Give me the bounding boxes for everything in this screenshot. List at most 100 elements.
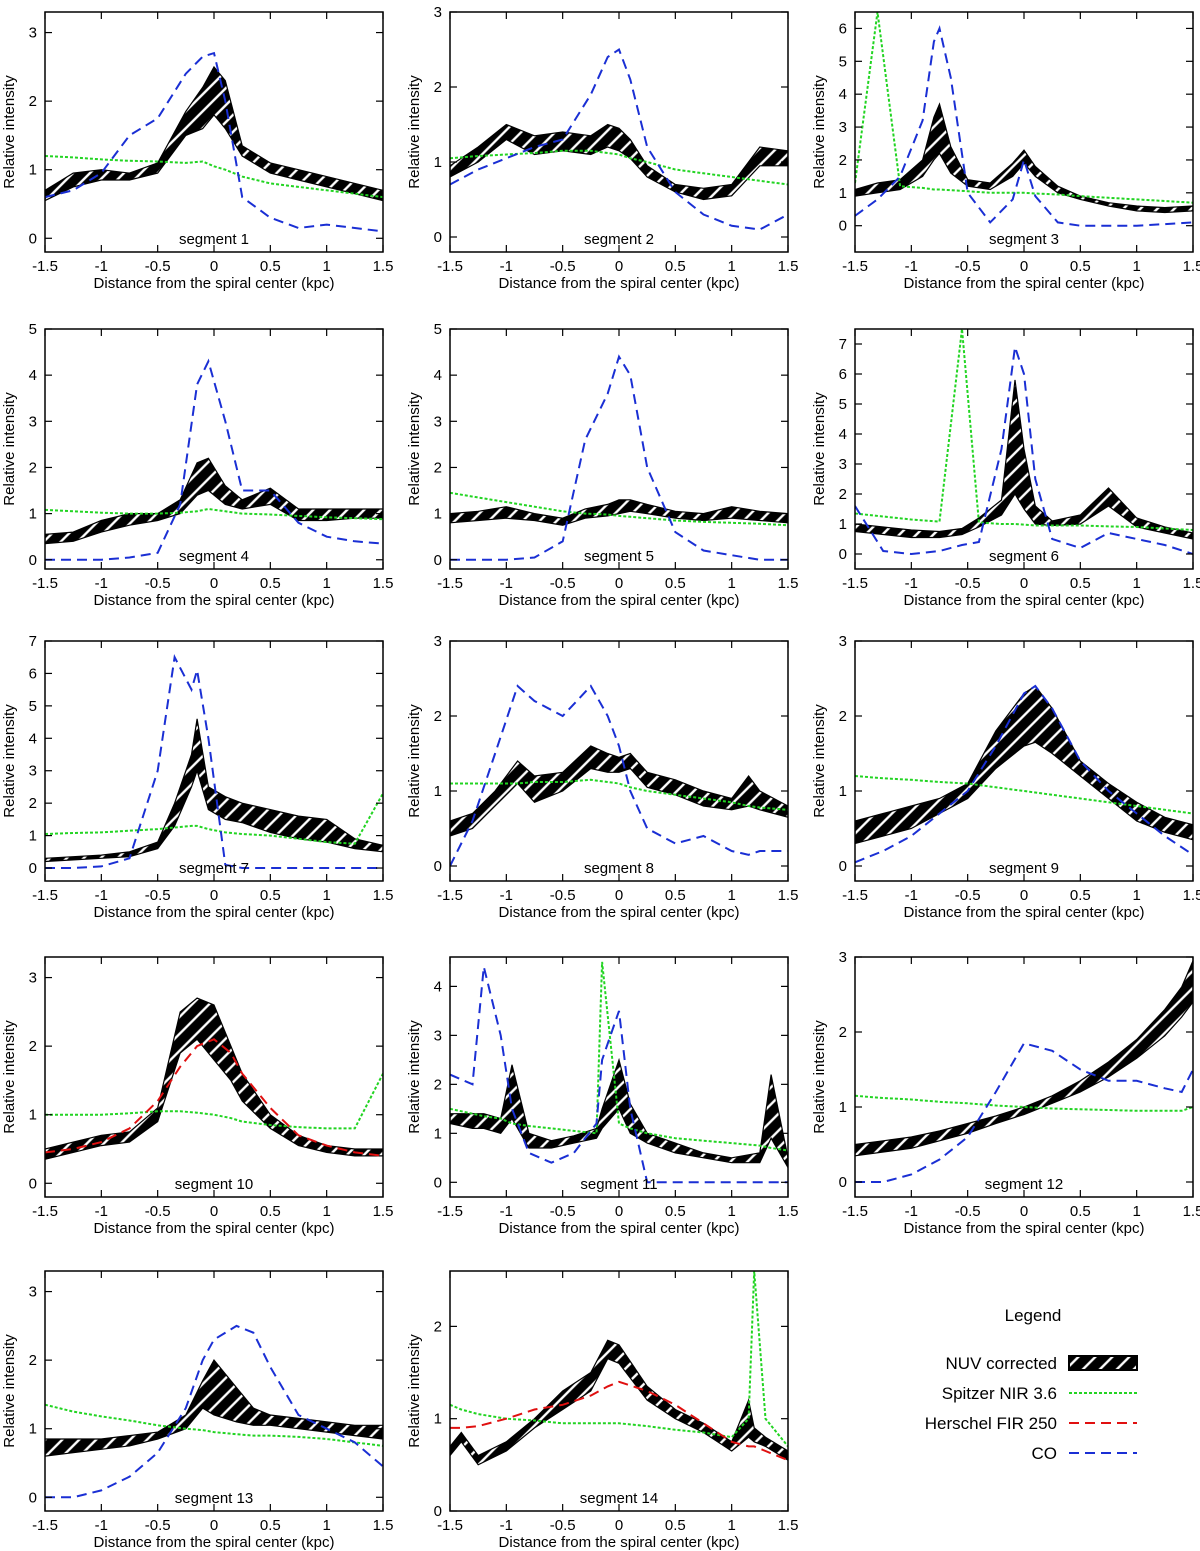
x-tick-label: -1 [905,887,918,904]
y-axis-label: Relative intensity [406,392,423,506]
plot-area [450,961,788,1184]
y-axis-label: Relative intensity [811,75,828,189]
y-axis-label: Relative intensity [1,75,18,189]
y-tick-label: 1 [434,783,442,800]
segment-label: segment 10 [175,1176,253,1193]
x-tick-label: 1 [1132,1203,1140,1220]
x-tick-label: -1 [500,258,513,275]
series-nuv-band [450,499,788,526]
series-nir-line [450,1271,788,1448]
x-tick-label: 0 [615,1203,623,1220]
x-tick-label: 1 [1132,887,1140,904]
series-nir-line [45,1403,383,1447]
y-axis-label: Relative intensity [406,1020,423,1134]
x-tick-label: 0.5 [665,1517,686,1534]
series-nuv-band [45,997,383,1160]
y-tick-label: 2 [434,1076,442,1093]
series-nuv-band [855,379,1193,540]
chart-panel-11: -1.5 -1 -0.5 0 0.5 1 1.5 0 1 2 3 4 segment 11 Distanc… [406,956,798,1237]
x-tick-label: 0.5 [260,1517,281,1534]
x-axis-label: Distance from the spiral center (kpc) [904,592,1145,609]
series-nuv-band [450,745,788,837]
chart-panel-7: -1.5 -1 -0.5 0 0.5 1 1.5 0 1 2 3 4 5 6 7 segment 7 Dista… [1,633,393,921]
x-tick-label: 1 [727,575,735,592]
x-tick-label: 1.5 [373,887,394,904]
y-axis-label: Relative intensity [811,1020,828,1134]
chart-panel-12: -1.5 -1 -0.5 0 0.5 1 1.5 0 1 2 3 segment 12 Distance… [811,949,1200,1237]
series-nir-line [450,778,788,811]
y-tick-label: 2 [839,708,847,725]
y-tick-label: 3 [434,4,442,21]
y-axis-label: Relative intensity [406,75,423,189]
x-axis-label: Distance from the spiral center (kpc) [499,904,740,921]
y-tick-label: 2 [434,708,442,725]
y-tick-label: 2 [839,152,847,169]
y-tick-label: 3 [29,413,37,430]
segment-label: segment 8 [584,860,654,877]
x-tick-label: -1 [500,1203,513,1220]
x-tick-label: -1.5 [437,1517,463,1534]
y-axis-label: Relative intensity [1,704,18,818]
y-tick-label: 7 [29,633,37,650]
x-axis-label: Distance from the spiral center (kpc) [94,275,335,292]
segment-label: segment 4 [179,548,249,565]
plot-area [45,997,383,1160]
x-tick-label: 1 [727,1203,735,1220]
x-tick-label: 0 [210,1517,218,1534]
x-tick-label: -0.5 [145,575,171,592]
plot-frame [44,640,384,882]
series-nir-line [45,155,383,199]
y-tick-label: 2 [434,1318,442,1335]
x-tick-label: -1.5 [32,1203,58,1220]
x-tick-label: 1.5 [1183,258,1200,275]
segment-label: segment 3 [989,231,1059,248]
x-tick-label: -0.5 [550,887,576,904]
x-tick-label: 0.5 [1070,1203,1091,1220]
x-tick-label: -0.5 [955,1203,981,1220]
y-tick-label: 0 [434,552,442,569]
x-tick-label: 0 [1020,575,1028,592]
x-tick-label: 0.5 [260,258,281,275]
x-tick-label: -1 [905,258,918,275]
x-tick-label: 1.5 [1183,1203,1200,1220]
series-co-line [450,966,788,1184]
segment-label: segment 6 [989,548,1059,565]
y-tick-label: 3 [434,413,442,430]
y-tick-label: 0 [434,1174,442,1191]
x-tick-label: 0.5 [260,887,281,904]
series-nuv-band [45,1359,383,1457]
x-tick-label: 0 [210,258,218,275]
x-tick-label: -1.5 [842,887,868,904]
x-tick-label: -1 [95,1203,108,1220]
series-nir-line [855,12,1193,204]
x-tick-label: -0.5 [550,1517,576,1534]
x-tick-label: 1 [322,887,330,904]
series-fir-line [450,1380,788,1462]
x-tick-label: 1.5 [373,575,394,592]
y-tick-label: 5 [839,53,847,70]
x-tick-label: -1.5 [437,258,463,275]
x-axis-label: Distance from the spiral center (kpc) [499,1220,740,1237]
x-tick-label: -0.5 [145,1203,171,1220]
plot-area [855,12,1193,227]
legend-label-fir: Herschel FIR 250 [925,1414,1057,1433]
series-co-line [45,654,383,869]
plot-area [45,358,383,561]
chart-panel-8: -1.5 -1 -0.5 0 0.5 1 1.5 0 1 2 3 segment 8 Distance … [406,633,798,921]
x-tick-label: 1.5 [778,575,799,592]
y-tick-label: 4 [839,86,847,103]
y-tick-label: 1 [29,1421,37,1438]
y-tick-label: 2 [434,79,442,96]
x-tick-label: 0.5 [260,575,281,592]
plot-area [855,960,1193,1183]
x-tick-label: 1 [727,887,735,904]
x-tick-label: 1 [322,575,330,592]
x-tick-label: 1 [322,258,330,275]
chart-panel-13: -1.5 -1 -0.5 0 0.5 1 1.5 0 1 2 3 segment 13 Distance… [1,1270,393,1551]
x-tick-label: 1 [727,258,735,275]
chart-panel-2: -1.5 -1 -0.5 0 0.5 1 1.5 0 1 2 3 segment 2 Distance … [406,4,798,292]
x-axis-label: Distance from the spiral center (kpc) [94,592,335,609]
y-axis-label: Relative intensity [811,704,828,818]
x-tick-label: 1.5 [778,887,799,904]
y-tick-label: 4 [434,978,442,995]
